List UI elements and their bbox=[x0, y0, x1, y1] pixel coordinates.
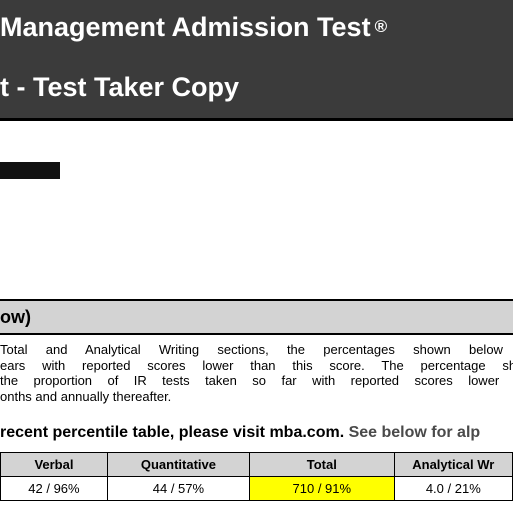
see-below-text: See below for alp bbox=[344, 424, 481, 441]
header-title: Management Admission Test ® bbox=[0, 12, 388, 42]
header-divider bbox=[0, 118, 513, 121]
verbal-score: 42 / 96% bbox=[0, 476, 108, 501]
paragraph-line: onths and annually thereafter. bbox=[0, 388, 172, 404]
registered-mark: ® bbox=[374, 17, 388, 36]
quantitative-score: 44 / 57% bbox=[106, 476, 250, 501]
quantitative-header: Quantitative bbox=[106, 452, 250, 477]
report-header: Management Admission Test ® t - Test Take… bbox=[0, 0, 513, 118]
paragraph-line: ears with reported scores lower than thi… bbox=[0, 357, 513, 373]
percentile-table-note: recent percentile table, please visit mb… bbox=[0, 424, 480, 442]
visit-mba-text: recent percentile table, please visit mb… bbox=[0, 424, 345, 441]
paragraph-line: Total and Analytical Writing sections, t… bbox=[0, 342, 513, 357]
paragraph-line: the proportion of IR tests taken so far … bbox=[0, 373, 513, 388]
section-title: ow) bbox=[0, 307, 31, 327]
percentile-explanation: Total and Analytical Writing sections, t… bbox=[0, 342, 513, 404]
verbal-header: Verbal bbox=[0, 452, 108, 477]
score-table-header-row: Verbal Quantitative Total Analytical Wr bbox=[0, 452, 513, 477]
score-table: Verbal Quantitative Total Analytical Wr … bbox=[0, 452, 513, 501]
score-table-value-row: 42 / 96% 44 / 57% 710 / 91% 4.0 / 21% bbox=[0, 476, 513, 501]
analytical-writing-score: 4.0 / 21% bbox=[393, 476, 513, 501]
redacted-name-block bbox=[0, 162, 60, 179]
analytical-writing-header: Analytical Wr bbox=[393, 452, 513, 477]
header-subtitle: t - Test Taker Copy bbox=[0, 72, 240, 102]
total-header: Total bbox=[248, 452, 395, 477]
section-header-bar: ow) bbox=[0, 299, 513, 335]
total-score: 710 / 91% bbox=[248, 476, 395, 501]
